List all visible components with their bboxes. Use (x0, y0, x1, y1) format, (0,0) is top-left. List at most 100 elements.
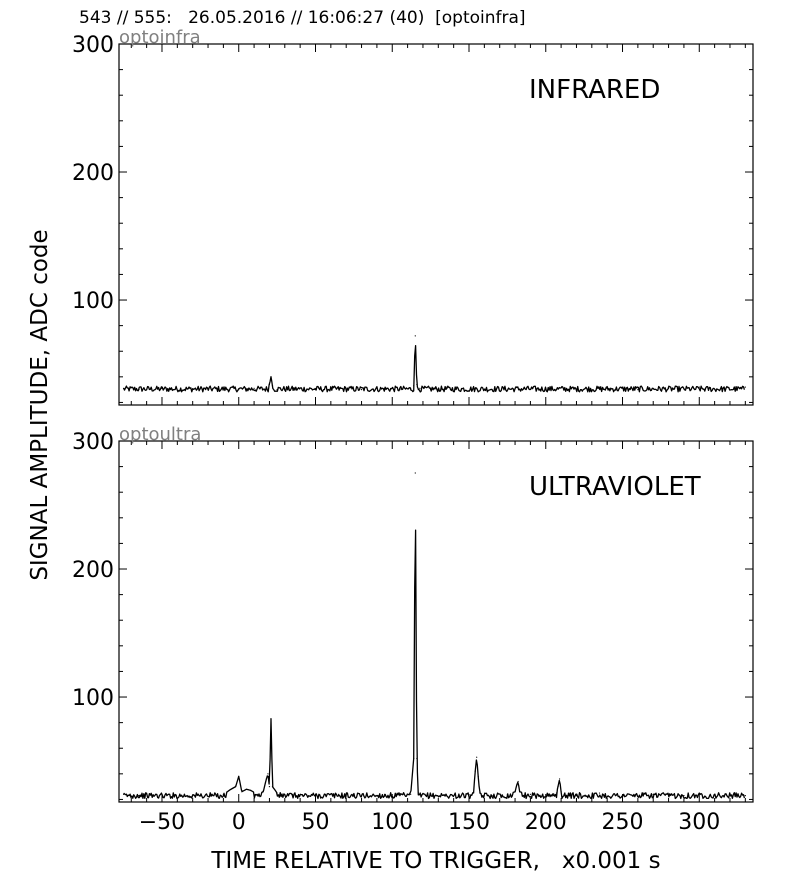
data-point (606, 387, 608, 389)
data-point (267, 773, 269, 775)
data-point (360, 794, 363, 797)
data-point (222, 793, 224, 795)
data-point (314, 389, 317, 391)
data-point (698, 386, 700, 388)
data-point (460, 794, 462, 797)
x-tick-label: 200 (525, 810, 567, 835)
x-tick-label: 50 (301, 810, 329, 835)
data-point (473, 792, 475, 794)
data-point (123, 387, 125, 389)
panel-title: ULTRAVIOLET (529, 472, 701, 502)
data-point (383, 793, 386, 795)
data-point (245, 788, 248, 790)
y-tick-label: 100 (72, 289, 114, 314)
data-point (417, 389, 419, 391)
data-point (683, 794, 685, 797)
data-point (491, 389, 493, 391)
data-point (557, 786, 559, 788)
data-point (476, 756, 478, 758)
data-point (256, 793, 258, 795)
data-point (575, 794, 578, 797)
data-point (545, 387, 547, 389)
panel-optoinfra: 100 200 300 optoinfra INFRARED (72, 27, 754, 406)
data-point (514, 791, 516, 793)
data-point (417, 792, 419, 794)
plot-frame (118, 43, 754, 406)
data-point (474, 770, 476, 772)
signal-line-optoinfra (123, 344, 746, 393)
data-point (714, 793, 716, 795)
data-point (416, 383, 418, 386)
data-point (430, 794, 432, 797)
panel-tag: optoultra (119, 424, 201, 445)
data-point (399, 794, 401, 797)
data-point (270, 718, 272, 720)
data-point (138, 389, 140, 391)
series-group (123, 472, 746, 800)
panel-title: INFRARED (529, 75, 660, 105)
x-tick-label: 300 (678, 810, 720, 835)
y-tick-label: 200 (72, 558, 114, 583)
data-point (414, 472, 416, 474)
data-point (271, 385, 274, 387)
data-point (514, 387, 516, 389)
plot-frame (118, 440, 754, 803)
y-tick-label: 100 (72, 686, 114, 711)
data-point (414, 335, 416, 337)
data-point (337, 387, 340, 389)
data-point (271, 786, 274, 788)
data-point (123, 793, 125, 795)
x-tick-label: 250 (602, 810, 644, 835)
data-point (250, 789, 252, 792)
x-axis-label: TIME RELATIVE TO TRIGGER, x0.001 s (211, 848, 661, 874)
data-point (552, 794, 555, 797)
data-point (360, 389, 363, 391)
data-point (265, 387, 267, 389)
data-point (270, 376, 272, 378)
data-point (291, 387, 294, 389)
data-point (268, 383, 271, 386)
data-point (337, 793, 340, 795)
data-point (479, 792, 481, 794)
panel-tag: optoinfra (119, 27, 201, 48)
data-point (517, 780, 519, 783)
data-point (265, 778, 267, 780)
data-point (529, 793, 532, 795)
figure-header: 543 // 555: 26.05.2016 // 16:06:27 (40) … (79, 8, 526, 28)
data-point (667, 387, 670, 389)
data-point (276, 389, 278, 391)
data-point (410, 387, 412, 389)
y-tick-label: 200 (72, 161, 114, 186)
data-point (413, 385, 415, 387)
data-point (560, 791, 562, 793)
data-point (419, 387, 421, 389)
data-point (519, 791, 521, 793)
data-point (445, 386, 447, 388)
data-point (410, 793, 412, 795)
signal-line-optoultra (123, 529, 746, 800)
data-point (744, 386, 746, 388)
data-point (563, 793, 565, 795)
data-point (637, 389, 639, 391)
data-point (744, 794, 746, 797)
data-point (253, 387, 255, 389)
data-point (476, 387, 478, 389)
data-point (235, 786, 237, 788)
series-group (123, 335, 746, 393)
data-point (575, 389, 578, 391)
data-point (192, 794, 194, 797)
data-point (506, 793, 508, 795)
data-point (241, 791, 243, 793)
data-point (230, 788, 232, 790)
data-point (192, 389, 194, 391)
data-point (222, 387, 224, 389)
data-point (291, 793, 294, 795)
data-point (413, 757, 415, 760)
data-point (598, 792, 601, 794)
data-point (268, 786, 271, 788)
y-tick-label: 300 (72, 33, 114, 58)
data-point (721, 387, 723, 389)
data-point (138, 794, 140, 797)
